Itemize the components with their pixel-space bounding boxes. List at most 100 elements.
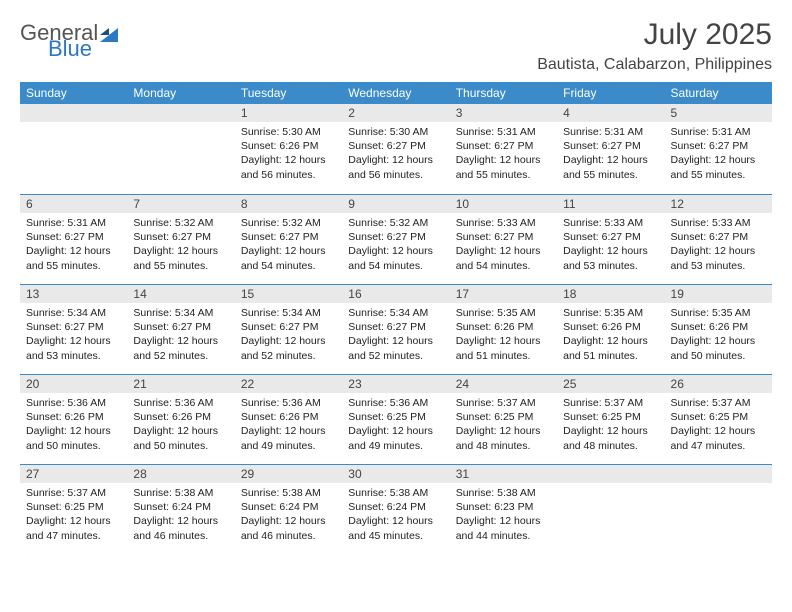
calendar-week-row: 6Sunrise: 5:31 AMSunset: 6:27 PMDaylight…	[20, 194, 772, 284]
calendar-day-cell: 6Sunrise: 5:31 AMSunset: 6:27 PMDaylight…	[20, 194, 127, 284]
logo-triangle-icon	[100, 28, 118, 42]
day-number: 16	[342, 284, 449, 303]
day-number: 22	[235, 374, 342, 393]
sunset-line: Sunset: 6:23 PM	[456, 501, 534, 513]
day-body: Sunrise: 5:38 AMSunset: 6:24 PMDaylight:…	[127, 483, 234, 549]
sunset-line: Sunset: 6:27 PM	[563, 140, 641, 152]
calendar-day-cell: 2Sunrise: 5:30 AMSunset: 6:27 PMDaylight…	[342, 104, 449, 194]
day-number: 3	[450, 104, 557, 122]
calendar-day-cell: 31Sunrise: 5:38 AMSunset: 6:23 PMDayligh…	[450, 464, 557, 554]
calendar-day-cell: 18Sunrise: 5:35 AMSunset: 6:26 PMDayligh…	[557, 284, 664, 374]
sunset-line: Sunset: 6:26 PM	[133, 411, 211, 423]
day-body: Sunrise: 5:33 AMSunset: 6:27 PMDaylight:…	[557, 213, 664, 279]
sunset-line: Sunset: 6:25 PM	[456, 411, 534, 423]
sunset-line: Sunset: 6:25 PM	[348, 411, 426, 423]
sunrise-line: Sunrise: 5:36 AM	[348, 397, 428, 409]
calendar-day-cell: 23 Sunrise: 5:36 AM Sunset: 6:25 PM Dayligh…	[342, 374, 449, 464]
weekday-header-row: SundayMondayTuesdayWednesdayThursdayFrid…	[20, 82, 772, 104]
day-body: Sunrise: 5:31 AMSunset: 6:27 PMDaylight:…	[665, 122, 772, 188]
title-block: July 2025 Bautista, Calabarzon, Philippi…	[537, 18, 772, 74]
day-number: 4	[557, 104, 664, 122]
sunrise-line: Sunrise: 5:35 AM	[671, 307, 751, 319]
day-body: Sunrise: 5:38 AMSunset: 6:24 PMDaylight:…	[342, 483, 449, 549]
sunset-line: Sunset: 6:26 PM	[563, 321, 641, 333]
day-number: 26	[665, 374, 772, 393]
day-number: 11	[557, 194, 664, 213]
day-body: Sunrise: 5:36 AMSunset: 6:26 PMDaylight:…	[127, 393, 234, 459]
sunrise-line: Sunrise: 5:34 AM	[348, 307, 428, 319]
sunrise-line: Sunrise: 5:32 AM	[241, 217, 321, 229]
logo: General Blue	[20, 22, 118, 60]
sunrise-line: Sunrise: 5:34 AM	[133, 307, 213, 319]
day-body: Sunrise: 5:33 AMSunset: 6:27 PMDaylight:…	[665, 213, 772, 279]
calendar-day-cell: 14Sunrise: 5:34 AMSunset: 6:27 PMDayligh…	[127, 284, 234, 374]
month-title: July 2025	[537, 18, 772, 52]
sunrise-line: Sunrise: 5:37 AM	[26, 487, 106, 499]
sunset-line: Sunset: 6:27 PM	[133, 231, 211, 243]
weekday-header: Friday	[557, 82, 664, 104]
daylight-line: Daylight: 12 hours and 46 minutes.	[241, 515, 326, 541]
daylight-line: Daylight: 12 hours and 56 minutes.	[241, 154, 326, 180]
day-number: 23	[342, 374, 449, 393]
weekday-header: Thursday	[450, 82, 557, 104]
day-number: 28	[127, 464, 234, 483]
calendar-day-cell: 30Sunrise: 5:38 AMSunset: 6:24 PMDayligh…	[342, 464, 449, 554]
sunrise-line: Sunrise: 5:30 AM	[348, 126, 428, 138]
day-body: Sunrise: 5:38 AMSunset: 6:24 PMDaylight:…	[235, 483, 342, 549]
sunrise-line: Sunrise: 5:38 AM	[133, 487, 213, 499]
calendar-day-cell: 9Sunrise: 5:32 AMSunset: 6:27 PMDaylight…	[342, 194, 449, 284]
daylight-line: Daylight: 12 hours and 55 minutes.	[563, 154, 648, 180]
sunset-line: Sunset: 6:27 PM	[563, 231, 641, 243]
daylight-line: Daylight: 12 hours and 55 minutes.	[26, 245, 111, 271]
daylight-line: Daylight: 12 hours and 50 minutes.	[671, 335, 756, 361]
sunset-line: Sunset: 6:27 PM	[348, 321, 426, 333]
calendar-day-cell: 1Sunrise: 5:30 AMSunset: 6:26 PMDaylight…	[235, 104, 342, 194]
day-body: Sunrise: 5:34 AMSunset: 6:27 PMDaylight:…	[342, 303, 449, 369]
sunrise-line: Sunrise: 5:36 AM	[241, 397, 321, 409]
sunrise-line: Sunrise: 5:35 AM	[563, 307, 643, 319]
daylight-line: Daylight: 12 hours and 49 minutes.	[241, 425, 326, 451]
daylight-line: Daylight: 12 hours and 53 minutes.	[671, 245, 756, 271]
calendar-table: SundayMondayTuesdayWednesdayThursdayFrid…	[20, 82, 772, 554]
calendar-day-cell: 13Sunrise: 5:34 AMSunset: 6:27 PMDayligh…	[20, 284, 127, 374]
sunrise-line: Sunrise: 5:34 AM	[26, 307, 106, 319]
sunrise-line: Sunrise: 5:34 AM	[241, 307, 321, 319]
calendar-day-cell: .	[20, 104, 127, 194]
sunrise-line: Sunrise: 5:35 AM	[456, 307, 536, 319]
sunset-line: Sunset: 6:26 PM	[241, 411, 319, 423]
sunset-line: Sunset: 6:25 PM	[671, 411, 749, 423]
calendar-day-cell: .	[665, 464, 772, 554]
day-body: Sunrise: 5:36 AMSunset: 6:26 PMDaylight:…	[20, 393, 127, 459]
calendar-day-cell: .	[127, 104, 234, 194]
day-number: 27	[20, 464, 127, 483]
calendar-week-row: 13Sunrise: 5:34 AMSunset: 6:27 PMDayligh…	[20, 284, 772, 374]
sunrise-line: Sunrise: 5:31 AM	[456, 126, 536, 138]
day-body: Sunrise: 5:31 AMSunset: 6:27 PMDaylight:…	[450, 122, 557, 188]
day-number: 8	[235, 194, 342, 213]
sunrise-line: Sunrise: 5:31 AM	[671, 126, 751, 138]
day-body: Sunrise: 5:35 AMSunset: 6:26 PMDaylight:…	[557, 303, 664, 369]
sunrise-line: Sunrise: 5:32 AM	[133, 217, 213, 229]
weekday-header: Saturday	[665, 82, 772, 104]
day-number: .	[557, 464, 664, 483]
calendar-day-cell: 12Sunrise: 5:33 AMSunset: 6:27 PMDayligh…	[665, 194, 772, 284]
sunset-line: Sunset: 6:27 PM	[133, 321, 211, 333]
calendar-day-cell: 20Sunrise: 5:36 AMSunset: 6:26 PMDayligh…	[20, 374, 127, 464]
calendar-day-cell: 19Sunrise: 5:35 AMSunset: 6:26 PMDayligh…	[665, 284, 772, 374]
day-number: 7	[127, 194, 234, 213]
sunrise-line: Sunrise: 5:33 AM	[671, 217, 751, 229]
sunset-line: Sunset: 6:25 PM	[563, 411, 641, 423]
daylight-line: Daylight: 12 hours and 49 minutes.	[348, 425, 433, 451]
daylight-line: Daylight: 12 hours and 45 minutes.	[348, 515, 433, 541]
calendar-day-cell: 22 Sunrise: 5:36 AM Sunset: 6:26 PM Dayligh…	[235, 374, 342, 464]
daylight-line: Daylight: 12 hours and 44 minutes.	[456, 515, 541, 541]
calendar-day-cell: 16Sunrise: 5:34 AMSunset: 6:27 PMDayligh…	[342, 284, 449, 374]
sunrise-line: Sunrise: 5:37 AM	[456, 397, 536, 409]
calendar-day-cell: 17Sunrise: 5:35 AMSunset: 6:26 PMDayligh…	[450, 284, 557, 374]
calendar-day-cell: 25Sunrise: 5:37 AMSunset: 6:25 PMDayligh…	[557, 374, 664, 464]
day-body: Sunrise: 5:33 AMSunset: 6:27 PMDaylight:…	[450, 213, 557, 279]
day-body: Sunrise: 5:36 AM Sunset: 6:25 PM Daylight:…	[342, 393, 449, 459]
day-body: Sunrise: 5:32 AMSunset: 6:27 PMDaylight:…	[235, 213, 342, 279]
calendar-body: . . 1Sunrise: 5:30 AMSunset: 6:26 PMDayl…	[20, 104, 772, 554]
day-body: Sunrise: 5:30 AMSunset: 6:27 PMDaylight:…	[342, 122, 449, 188]
